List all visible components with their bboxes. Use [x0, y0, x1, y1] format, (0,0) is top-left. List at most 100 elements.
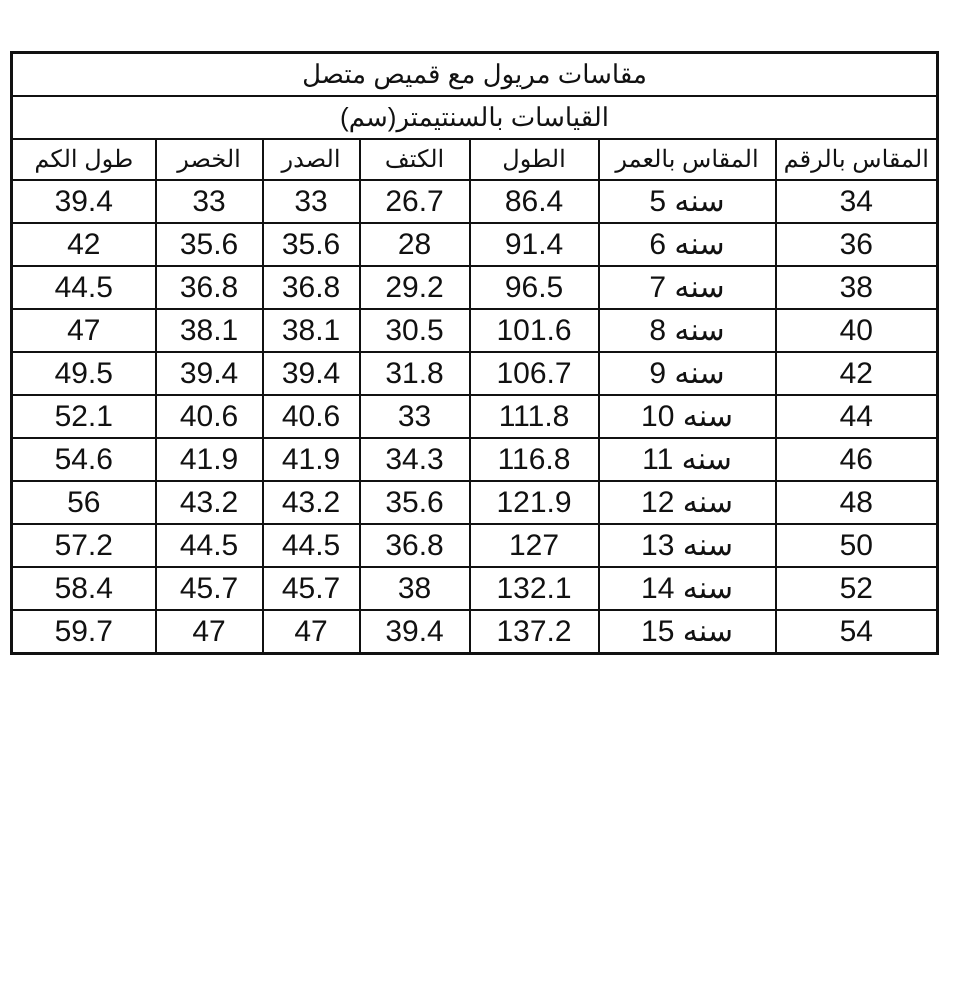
cell-waist: 38.1: [154, 308, 264, 353]
cell-chest: 40.6: [261, 394, 361, 439]
cell-shoulder: 39.4: [358, 609, 471, 655]
cell-sleeve-length: 57.2: [10, 523, 157, 568]
cell-size-number: 40: [774, 308, 939, 353]
column-header-waist: الخصر: [154, 138, 264, 181]
cell-length: 106.7: [468, 351, 600, 396]
cell-shoulder: 35.6: [358, 480, 471, 525]
cell-length: 111.8: [468, 394, 600, 439]
cell-waist: 43.2: [154, 480, 264, 525]
cell-shoulder: 38: [358, 566, 471, 611]
table-row: 44 سنه 10 111.8 33 40.6 40.6 52.1: [10, 394, 939, 439]
cell-waist: 41.9: [154, 437, 264, 482]
cell-waist: 47: [154, 609, 264, 655]
cell-size-age: سنه 5: [597, 179, 777, 224]
cell-shoulder: 31.8: [358, 351, 471, 396]
cell-length: 91.4: [468, 222, 600, 267]
cell-size-number: 38: [774, 265, 939, 310]
table-row: 52 سنه 14 132.1 38 45.7 45.7 58.4: [10, 566, 939, 611]
cell-size-age: سنه 6: [597, 222, 777, 267]
cell-sleeve-length: 39.4: [10, 179, 157, 224]
column-header-length: الطول: [468, 138, 600, 181]
cell-shoulder: 36.8: [358, 523, 471, 568]
cell-length: 116.8: [468, 437, 600, 482]
cell-length: 96.5: [468, 265, 600, 310]
table-row: 40 سنه 8 101.6 30.5 38.1 38.1 47: [10, 308, 939, 353]
cell-size-number: 48: [774, 480, 939, 525]
cell-waist: 36.8: [154, 265, 264, 310]
cell-waist: 39.4: [154, 351, 264, 396]
column-header-sleeve-length: طول الكم: [10, 138, 157, 181]
cell-shoulder: 29.2: [358, 265, 471, 310]
cell-size-age: سنه 9: [597, 351, 777, 396]
cell-chest: 33: [261, 179, 361, 224]
table-subtitle: القياسات بالسنتيمتر(سم): [10, 95, 939, 140]
cell-size-number: 52: [774, 566, 939, 611]
cell-sleeve-length: 44.5: [10, 265, 157, 310]
cell-size-age: سنه 13: [597, 523, 777, 568]
cell-waist: 33: [154, 179, 264, 224]
table-row: 34 سنه 5 86.4 26.7 33 33 39.4: [10, 179, 939, 224]
cell-sleeve-length: 52.1: [10, 394, 157, 439]
cell-chest: 41.9: [261, 437, 361, 482]
cell-shoulder: 26.7: [358, 179, 471, 224]
table-row: 46 سنه 11 116.8 34.3 41.9 41.9 54.6: [10, 437, 939, 482]
column-header-shoulder: الكتف: [358, 138, 471, 181]
cell-waist: 40.6: [154, 394, 264, 439]
cell-size-number: 44: [774, 394, 939, 439]
table-row: 38 سنه 7 96.5 29.2 36.8 36.8 44.5: [10, 265, 939, 310]
table-row: 50 سنه 13 127 36.8 44.5 44.5 57.2: [10, 523, 939, 568]
table-row: 36 سنه 6 91.4 28 35.6 35.6 42: [10, 222, 939, 267]
size-chart-table: مقاسات مريول مع قميص متصل القياسات بالسن…: [10, 51, 940, 655]
cell-sleeve-length: 59.7: [10, 609, 157, 655]
cell-sleeve-length: 49.5: [10, 351, 157, 396]
cell-shoulder: 30.5: [358, 308, 471, 353]
cell-length: 127: [468, 523, 600, 568]
cell-length: 132.1: [468, 566, 600, 611]
table-row: 54 سنه 15 137.2 39.4 47 47 59.7: [10, 609, 939, 655]
cell-waist: 45.7: [154, 566, 264, 611]
cell-size-number: 34: [774, 179, 939, 224]
cell-sleeve-length: 54.6: [10, 437, 157, 482]
table-row: 48 سنه 12 121.9 35.6 43.2 43.2 56: [10, 480, 939, 525]
cell-chest: 36.8: [261, 265, 361, 310]
cell-sleeve-length: 42: [10, 222, 157, 267]
cell-size-age: سنه 8: [597, 308, 777, 353]
cell-sleeve-length: 47: [10, 308, 157, 353]
table-title: مقاسات مريول مع قميص متصل: [10, 51, 939, 97]
cell-length: 137.2: [468, 609, 600, 655]
cell-shoulder: 33: [358, 394, 471, 439]
cell-size-number: 54: [774, 609, 939, 655]
cell-chest: 38.1: [261, 308, 361, 353]
cell-shoulder: 34.3: [358, 437, 471, 482]
cell-size-number: 36: [774, 222, 939, 267]
cell-size-age: سنه 15: [597, 609, 777, 655]
cell-length: 121.9: [468, 480, 600, 525]
cell-size-age: سنه 10: [597, 394, 777, 439]
cell-waist: 35.6: [154, 222, 264, 267]
cell-sleeve-length: 56: [10, 480, 157, 525]
cell-chest: 39.4: [261, 351, 361, 396]
cell-size-age: سنه 11: [597, 437, 777, 482]
cell-chest: 45.7: [261, 566, 361, 611]
cell-waist: 44.5: [154, 523, 264, 568]
cell-chest: 43.2: [261, 480, 361, 525]
cell-size-number: 50: [774, 523, 939, 568]
cell-chest: 35.6: [261, 222, 361, 267]
cell-chest: 44.5: [261, 523, 361, 568]
cell-length: 101.6: [468, 308, 600, 353]
column-header-size-age: المقاس بالعمر: [597, 138, 777, 181]
cell-length: 86.4: [468, 179, 600, 224]
column-header-chest: الصدر: [261, 138, 361, 181]
cell-size-number: 46: [774, 437, 939, 482]
cell-size-age: سنه 12: [597, 480, 777, 525]
cell-sleeve-length: 58.4: [10, 566, 157, 611]
cell-chest: 47: [261, 609, 361, 655]
table-row: 42 سنه 9 106.7 31.8 39.4 39.4 49.5: [10, 351, 939, 396]
column-header-size-number: المقاس بالرقم: [774, 138, 939, 181]
cell-size-age: سنه 14: [597, 566, 777, 611]
header-row: المقاس بالرقم المقاس بالعمر الطول الكتف الصد…: [10, 138, 939, 181]
cell-shoulder: 28: [358, 222, 471, 267]
cell-size-number: 42: [774, 351, 939, 396]
table-body: 34 سنه 5 86.4 26.7 33 33 39.4 36 سنه 6 91.4 28 35.6…: [10, 179, 939, 655]
cell-size-age: سنه 7: [597, 265, 777, 310]
